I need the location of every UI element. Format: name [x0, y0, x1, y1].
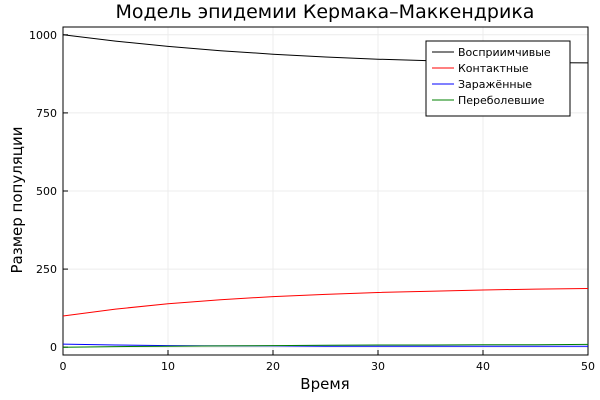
chart-title: Модель эпидемии Кермака–Маккендрика [116, 1, 535, 23]
legend-label: Заражённые [458, 78, 532, 91]
y-axis-title: Размер популяции [8, 126, 26, 273]
legend: Восприимчивые Контактные Заражённые Перебол… [425, 40, 571, 117]
legend-label: Переболевшие [458, 94, 545, 107]
series-line-2 [62, 343, 588, 347]
y-tick-label: 1000 [29, 29, 57, 42]
legend-label: Восприимчивые [458, 46, 551, 59]
y-tick-label: 250 [36, 263, 57, 276]
series-line-1 [62, 288, 589, 317]
legend-label: Контактные [458, 62, 529, 75]
x-tick-label: 0 [60, 360, 67, 373]
x-tick-label: 30 [371, 360, 385, 373]
x-tick-label: 10 [161, 360, 175, 373]
y-tick-label: 750 [36, 107, 57, 120]
x-axis-title: Время [300, 375, 349, 393]
y-tick-label: 0 [50, 341, 57, 354]
x-tick-label: 50 [581, 360, 595, 373]
series-line-3 [62, 343, 589, 348]
x-tick-label: 20 [266, 360, 280, 373]
legend-box [425, 40, 571, 117]
x-tick-label: 40 [476, 360, 490, 373]
y-tick-label: 500 [36, 185, 57, 198]
